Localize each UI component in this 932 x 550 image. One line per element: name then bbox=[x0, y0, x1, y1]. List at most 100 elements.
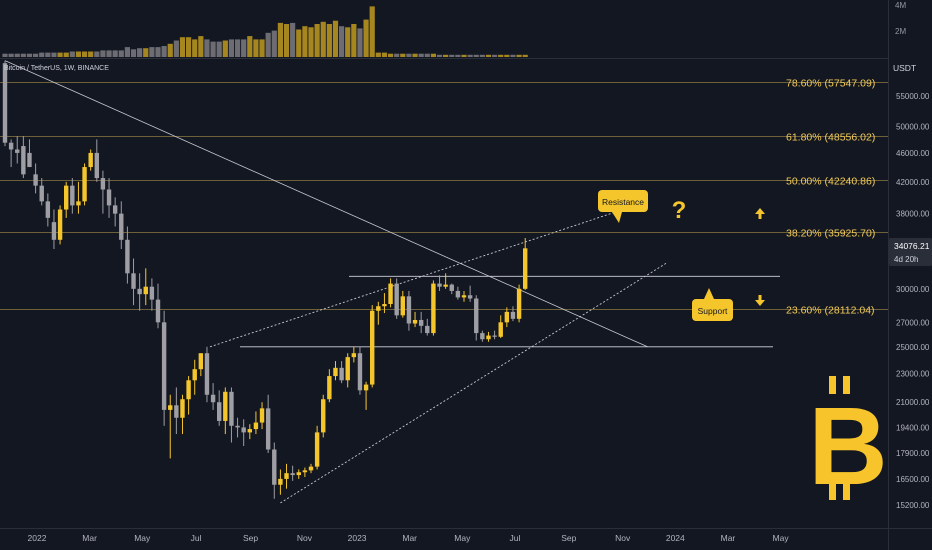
volume-bar bbox=[247, 36, 253, 57]
candle bbox=[327, 369, 332, 403]
volume-bar bbox=[332, 20, 339, 57]
volume-bar bbox=[20, 53, 26, 57]
volume-bar bbox=[406, 53, 412, 57]
volume-bar bbox=[88, 51, 94, 57]
price-tick-label: 46000.00 bbox=[896, 149, 930, 158]
price-tick-label: 38000.00 bbox=[896, 210, 930, 219]
volume-bar bbox=[375, 52, 381, 57]
fib-level-label: 23.60% (28112.04) bbox=[786, 305, 875, 317]
volume-bar bbox=[57, 52, 63, 57]
volume-bar bbox=[253, 39, 259, 57]
volume-bar bbox=[430, 53, 436, 57]
volume-bar bbox=[308, 27, 314, 57]
volume-bar bbox=[234, 39, 241, 57]
volume-bar bbox=[436, 54, 443, 57]
candle bbox=[241, 419, 246, 446]
volume-bar bbox=[124, 47, 130, 57]
candle-body bbox=[504, 311, 510, 323]
candle-body bbox=[284, 473, 289, 479]
candle-body bbox=[168, 405, 173, 410]
volume-bar bbox=[290, 22, 296, 57]
candle-body bbox=[412, 319, 418, 324]
candle bbox=[455, 286, 461, 300]
candle-body bbox=[27, 152, 32, 168]
channel-trendline bbox=[209, 200, 648, 348]
time-tick-label: Jul bbox=[510, 533, 521, 543]
volume-bar bbox=[265, 32, 271, 57]
candle bbox=[272, 442, 277, 499]
volume-bar bbox=[412, 53, 418, 57]
candle-body bbox=[425, 325, 430, 334]
candle-body bbox=[217, 402, 222, 421]
candle bbox=[247, 424, 252, 440]
volume-bar bbox=[51, 52, 57, 57]
candle-body bbox=[57, 209, 63, 240]
volume-bar bbox=[510, 54, 516, 57]
candle-body bbox=[39, 185, 44, 202]
price-tick-label: 42000.00 bbox=[896, 178, 930, 187]
candle bbox=[94, 139, 99, 182]
candle-body bbox=[467, 295, 473, 299]
candle-body bbox=[45, 201, 51, 218]
price-tick-label: 25000.00 bbox=[896, 343, 930, 352]
time-tick-label: Mar bbox=[721, 533, 736, 543]
candle-body bbox=[486, 335, 491, 340]
volume-bar bbox=[271, 30, 277, 57]
candle-body bbox=[376, 306, 381, 311]
time-tick-label: May bbox=[454, 533, 471, 543]
candle bbox=[314, 425, 320, 470]
candle bbox=[412, 311, 418, 328]
candle-body bbox=[210, 394, 216, 403]
time-tick-label: Nov bbox=[297, 533, 313, 543]
price-tick-label: 15200.00 bbox=[896, 501, 930, 510]
candle bbox=[437, 275, 442, 291]
volume-bar bbox=[112, 50, 118, 57]
candle bbox=[259, 402, 265, 430]
volume-bar bbox=[467, 54, 473, 57]
time-tick-label: Sep bbox=[561, 533, 576, 543]
candle bbox=[27, 139, 32, 168]
volume-bar bbox=[357, 28, 363, 57]
volume-bar bbox=[81, 51, 88, 57]
resistance-callout: Resistance bbox=[598, 190, 648, 223]
candle bbox=[198, 353, 204, 377]
candle-body bbox=[321, 399, 326, 433]
volume-bar bbox=[75, 51, 82, 57]
candle bbox=[45, 193, 51, 227]
candle bbox=[333, 361, 338, 381]
candle bbox=[265, 394, 271, 454]
candle bbox=[431, 280, 436, 336]
candle-body bbox=[180, 399, 185, 418]
candle bbox=[64, 181, 69, 218]
candle bbox=[467, 285, 473, 302]
volume-bar bbox=[39, 52, 45, 57]
candle bbox=[474, 295, 479, 341]
candle-body bbox=[394, 283, 399, 316]
volume-pane bbox=[2, 6, 528, 58]
price-badge-bg bbox=[889, 238, 932, 266]
candle-body bbox=[100, 178, 106, 190]
candle-body bbox=[2, 63, 8, 143]
candle bbox=[8, 139, 14, 168]
candle bbox=[217, 390, 222, 426]
candle bbox=[70, 178, 75, 214]
candle-body bbox=[235, 425, 240, 428]
resistance-pointer-icon bbox=[612, 212, 622, 223]
candle-body bbox=[259, 408, 265, 423]
candle bbox=[174, 387, 179, 435]
candle-body bbox=[265, 408, 271, 450]
volume-bar bbox=[198, 36, 204, 57]
candle-body bbox=[406, 296, 412, 324]
volume-bar bbox=[424, 53, 430, 57]
volume-bar bbox=[320, 21, 326, 57]
grid-layer: 78.60% (57547.09) 61.80% (48556.02) 50.00%… bbox=[0, 78, 888, 348]
candle-body bbox=[161, 322, 167, 410]
volume-bar bbox=[302, 26, 308, 57]
candle bbox=[284, 463, 289, 489]
candle-body bbox=[492, 335, 497, 337]
candle-body bbox=[339, 367, 344, 381]
candle bbox=[210, 383, 216, 410]
candle-body bbox=[229, 391, 234, 426]
